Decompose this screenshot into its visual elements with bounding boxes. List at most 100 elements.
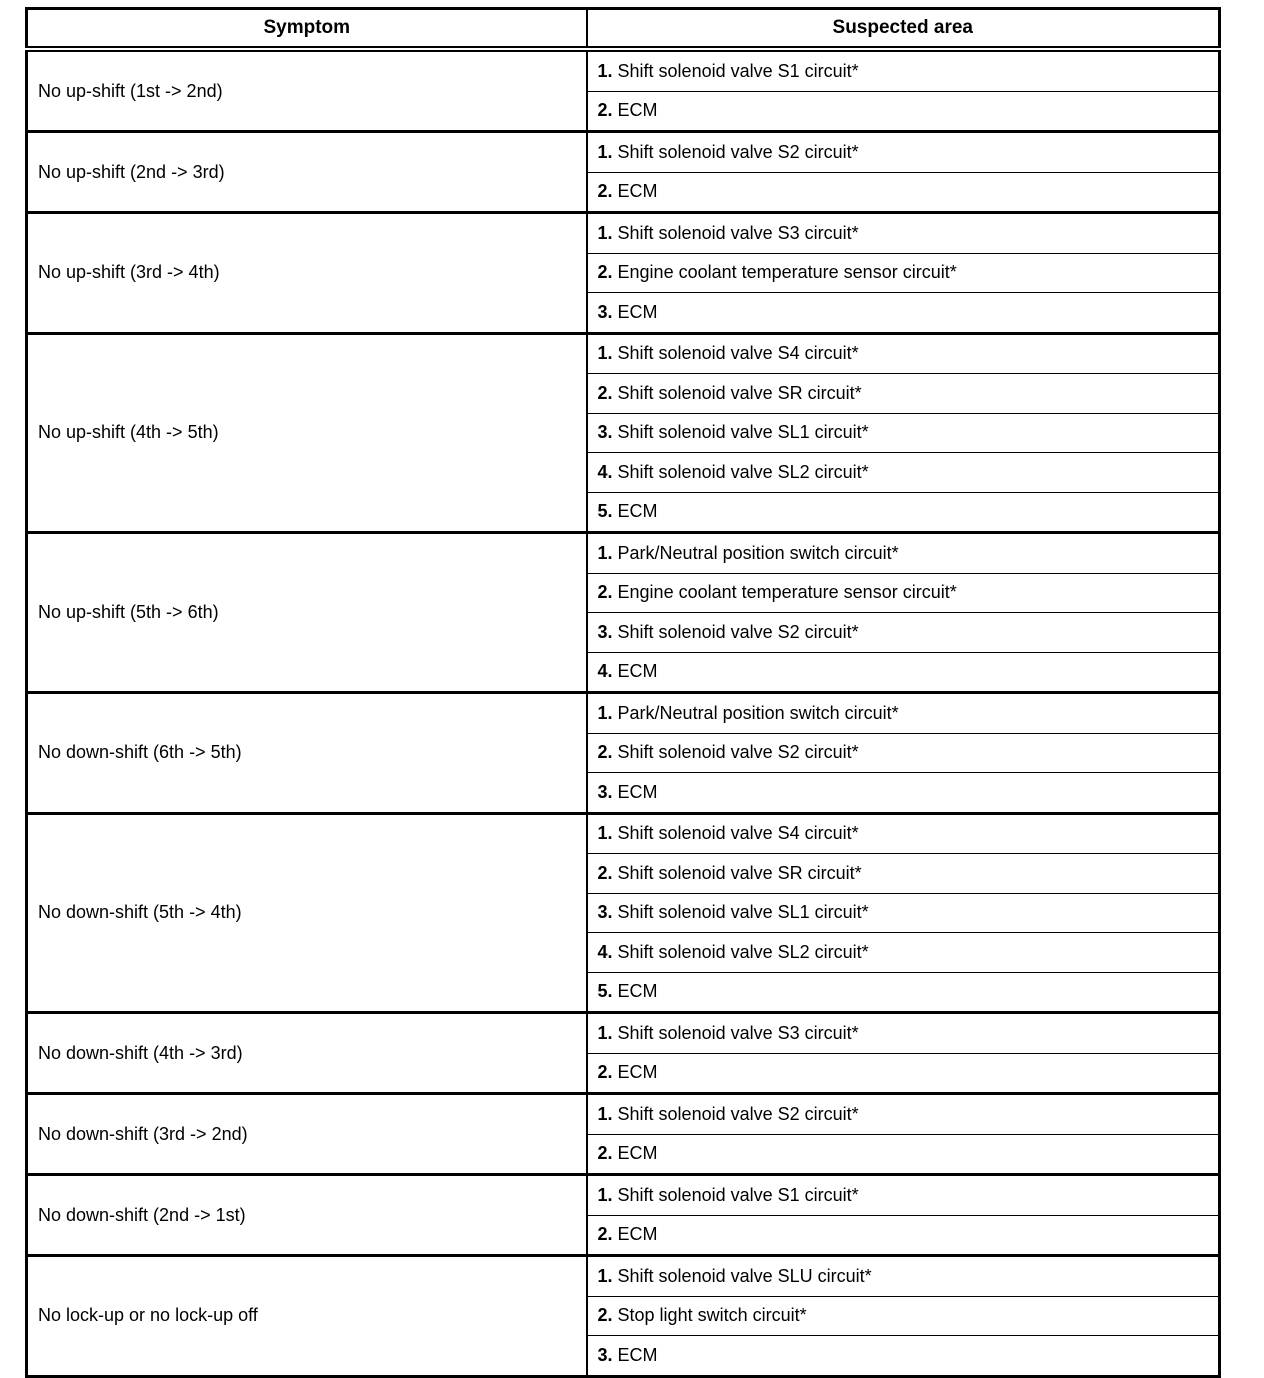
- table-row: 2. ECM: [27, 1133, 1220, 1175]
- area-item-number: 1.: [597, 343, 613, 364]
- area-item-number: 2.: [597, 100, 613, 121]
- suspected-area-column-header: Suspected area: [585, 8, 1220, 52]
- area-item-number: 2.: [597, 1224, 613, 1245]
- area-item-label: ECM: [617, 981, 658, 1002]
- area-item-label: Shift solenoid valve S3 circuit*: [617, 1022, 859, 1043]
- suspected-area-cell: 4. Shift solenoid valve SL2 circuit*: [585, 452, 1220, 492]
- table-header: Symptom Suspected area: [26, 8, 1220, 52]
- suspected-area-cell: 3. Shift solenoid valve SL1 circuit*: [585, 892, 1220, 933]
- suspected-area-cell: 2. Shift solenoid valve SR circuit*: [585, 853, 1220, 893]
- table-row: 3. ECM: [27, 772, 1220, 813]
- table-row: 2. ECM: [27, 1052, 1220, 1094]
- area-item-label: Engine coolant temperature sensor circui…: [617, 262, 957, 283]
- suspected-area-cell: 1. Shift solenoid valve S3 circuit*: [585, 211, 1220, 253]
- suspected-area-cell: 2. ECM: [585, 90, 1220, 132]
- suspected-area-cell: 2. Engine coolant temperature sensor cir…: [585, 252, 1220, 293]
- area-item-label: ECM: [617, 501, 658, 522]
- suspected-area-cell: 1. Park/Neutral position switch circuit*: [585, 691, 1220, 733]
- symptom-cell: No down-shift (6th -> 5th): [26, 691, 588, 813]
- table-row: No down-shift (4th -> 3rd) 1. Shift solen…: [26, 1011, 1220, 1094]
- area-item-number: 4.: [597, 661, 613, 682]
- area-item-number: 2.: [597, 1305, 613, 1326]
- suspected-area-cell: 1. Shift solenoid valve S1 circuit*: [585, 47, 1220, 91]
- table-row: No up-shift (1st -> 2nd) 1. Shift solenoi…: [26, 47, 1220, 132]
- area-item-label: Shift solenoid valve S2 circuit*: [617, 621, 859, 642]
- table-row: 2. Shift solenoid valve SR circuit*: [27, 373, 1220, 413]
- area-item-label: ECM: [617, 1344, 658, 1365]
- table-row: 3. Shift solenoid valve S2 circuit*: [27, 612, 1220, 652]
- symptom-cell: No down-shift (4th -> 3rd): [26, 1011, 588, 1094]
- area-item-label: Shift solenoid valve SR circuit*: [617, 382, 862, 403]
- suspected-area-cell: 2. Shift solenoid valve SR circuit*: [585, 373, 1220, 413]
- area-item-number: 3.: [597, 781, 613, 802]
- area-item-label: Engine coolant temperature sensor circui…: [617, 582, 957, 603]
- suspected-area-cell: 2. Engine coolant temperature sensor cir…: [585, 572, 1220, 613]
- suspected-area-cell: 2. ECM: [585, 171, 1220, 213]
- suspected-area-cell: 5. ECM: [585, 971, 1220, 1013]
- area-item-label: Park/Neutral position switch circuit*: [617, 702, 899, 723]
- area-item-number: 1.: [597, 141, 613, 162]
- table-row: 2. ECM: [27, 171, 1220, 213]
- symptom-cell: No up-shift (5th -> 6th): [26, 531, 588, 693]
- table-row: 3. ECM: [27, 292, 1220, 333]
- suspected-area-cell: 1. Shift solenoid valve S4 circuit*: [585, 811, 1220, 854]
- symptom-suspected-area-table: Symptom Suspected area No up-shift (1st …: [25, 7, 1221, 1378]
- area-item-label: Shift solenoid valve S1 circuit*: [617, 60, 859, 81]
- area-item-label: ECM: [617, 1143, 658, 1164]
- symptom-cell: No up-shift (4th -> 5th): [26, 331, 588, 533]
- area-item-number: 1.: [597, 1103, 613, 1124]
- area-item-label: Park/Neutral position switch circuit*: [617, 542, 899, 563]
- table-row: 2. Shift solenoid valve S2 circuit*: [27, 732, 1220, 773]
- table-row: 4. Shift solenoid valve SL2 circuit*: [27, 932, 1220, 972]
- table-row: 2. Engine coolant temperature sensor cir…: [27, 252, 1220, 293]
- header-row: Symptom Suspected area: [26, 8, 1220, 52]
- table-row: No down-shift (2nd -> 1st) 1. Shift solen…: [26, 1173, 1220, 1256]
- suspected-area-cell: 3. Shift solenoid valve S2 circuit*: [585, 612, 1220, 652]
- table-row: 5. ECM: [27, 971, 1220, 1013]
- table-row: 2. Shift solenoid valve SR circuit*: [27, 853, 1220, 893]
- area-item-number: 2.: [597, 742, 613, 763]
- area-item-label: Shift solenoid valve SL1 circuit*: [617, 902, 869, 923]
- table-row: 2. Engine coolant temperature sensor cir…: [27, 572, 1220, 613]
- area-item-label: Shift solenoid valve SLU circuit*: [617, 1265, 872, 1286]
- table-row: No up-shift (4th -> 5th) 1. Shift solenoi…: [26, 331, 1220, 533]
- suspected-area-cell: 2. ECM: [585, 1052, 1220, 1094]
- table-row: 5. ECM: [27, 491, 1220, 533]
- area-item-label: Shift solenoid valve SR circuit*: [617, 862, 862, 883]
- suspected-area-cell: 1. Shift solenoid valve S3 circuit*: [585, 1011, 1220, 1053]
- suspected-area-cell: 3. ECM: [585, 292, 1220, 333]
- suspected-area-cell: 4. Shift solenoid valve SL2 circuit*: [585, 932, 1220, 972]
- area-item-number: 4.: [597, 941, 613, 962]
- table-row: 4. ECM: [27, 651, 1220, 693]
- area-item-label: ECM: [617, 1224, 658, 1245]
- symptom-cell: No down-shift (2nd -> 1st): [26, 1173, 588, 1256]
- table-row: No up-shift (2nd -> 3rd) 1. Shift solenoi…: [26, 130, 1220, 213]
- area-item-number: 1.: [597, 222, 613, 243]
- table-row: No down-shift (5th -> 4th) 1. Shift solen…: [26, 811, 1220, 1013]
- area-item-number: 1.: [597, 542, 613, 563]
- suspected-area-cell: 3. ECM: [585, 1335, 1220, 1376]
- area-item-number: 2.: [597, 1062, 613, 1083]
- area-item-label: Shift solenoid valve S2 circuit*: [617, 1103, 859, 1124]
- area-item-number: 3.: [597, 301, 613, 322]
- area-item-label: ECM: [617, 301, 658, 322]
- area-item-label: Stop light switch circuit*: [617, 1305, 807, 1326]
- area-item-label: ECM: [617, 661, 658, 682]
- area-item-label: Shift solenoid valve S2 circuit*: [617, 141, 859, 162]
- area-item-number: 2.: [597, 582, 613, 603]
- suspected-area-cell: 2. Shift solenoid valve S2 circuit*: [585, 732, 1220, 773]
- table-body: No up-shift (1st -> 2nd) 1. Shift solenoi…: [26, 47, 1220, 1376]
- suspected-area-cell: 1. Shift solenoid valve S4 circuit*: [585, 331, 1220, 374]
- table-row: No down-shift (6th -> 5th) 1. Park/Neutra…: [26, 691, 1220, 813]
- suspected-area-cell: 2. Stop light switch circuit*: [585, 1295, 1220, 1336]
- area-item-label: Shift solenoid valve S4 circuit*: [617, 343, 859, 364]
- suspected-area-cell: 1. Shift solenoid valve S2 circuit*: [585, 1092, 1220, 1134]
- symptom-cell: No up-shift (3rd -> 4th): [26, 211, 588, 333]
- suspected-area-cell: 2. ECM: [585, 1133, 1220, 1175]
- area-item-number: 5.: [597, 501, 613, 522]
- area-item-number: 3.: [597, 422, 613, 443]
- area-item-label: Shift solenoid valve S2 circuit*: [617, 742, 859, 763]
- table-row: No down-shift (3rd -> 2nd) 1. Shift solen…: [26, 1092, 1220, 1175]
- area-item-number: 1.: [597, 1184, 613, 1205]
- area-item-label: Shift solenoid valve SL2 circuit*: [617, 461, 869, 482]
